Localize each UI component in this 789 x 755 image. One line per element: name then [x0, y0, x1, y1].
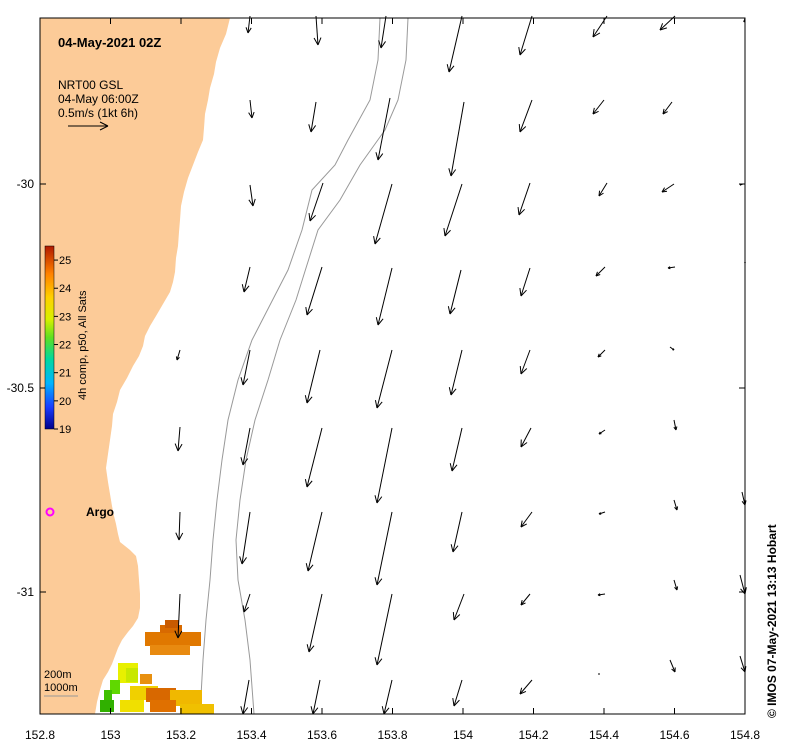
- x-tick-label: 154: [453, 728, 473, 742]
- sst-pixel: [140, 674, 152, 684]
- colorbar-tick-label: 25: [59, 255, 71, 267]
- argo-label: Argo: [86, 505, 114, 519]
- sst-pixel: [180, 704, 214, 714]
- credit-text: © IMOS 07-May-2021 13:13 Hobart: [765, 524, 779, 718]
- isobath-200m-label: 200m: [44, 669, 72, 681]
- y-tick-label: -31: [17, 585, 35, 599]
- colorbar-tick-label: 19: [59, 424, 71, 436]
- colorbar: [45, 246, 54, 429]
- x-tick-label: 154.8: [730, 728, 760, 742]
- y-tick-label: -30.5: [7, 381, 35, 395]
- x-tick-label: 154.2: [518, 728, 548, 742]
- sst-pixel: [100, 700, 114, 712]
- map-title: 04-May-2021 02Z: [58, 35, 161, 50]
- x-tick-label: 153: [100, 728, 120, 742]
- x-tick-label: 152.8: [25, 728, 55, 742]
- isobath-1000m-label: 1000m: [44, 682, 78, 694]
- x-tick-label: 154.6: [659, 728, 689, 742]
- colorbar-tick-label: 20: [59, 396, 71, 408]
- sst-pixel: [165, 620, 179, 628]
- product-name: NRT00 GSL: [58, 78, 123, 92]
- x-tick-label: 153.8: [377, 728, 407, 742]
- x-tick-label: 153.2: [166, 728, 196, 742]
- vector-scale-label: 0.5m/s (1kt 6h): [58, 106, 138, 120]
- sst-pixel: [150, 700, 176, 712]
- x-tick-label: 154.4: [589, 728, 619, 742]
- sst-pixel: [150, 645, 190, 655]
- sst-pixel: [120, 700, 144, 712]
- product-time: 04-May 06:00Z: [58, 92, 139, 106]
- x-tick-label: 153.6: [307, 728, 337, 742]
- colorbar-tick-label: 23: [59, 311, 71, 323]
- colorbar-tick-label: 21: [59, 368, 71, 380]
- colorbar-label: 4h comp, p50, All Sats: [77, 290, 89, 400]
- y-tick-label: -30: [17, 177, 35, 191]
- sst-pixel: [145, 632, 201, 646]
- colorbar-tick-label: 24: [59, 283, 71, 295]
- colorbar-tick-label: 22: [59, 340, 71, 352]
- sst-pixel: [126, 668, 138, 682]
- x-tick-label: 153.4: [236, 728, 266, 742]
